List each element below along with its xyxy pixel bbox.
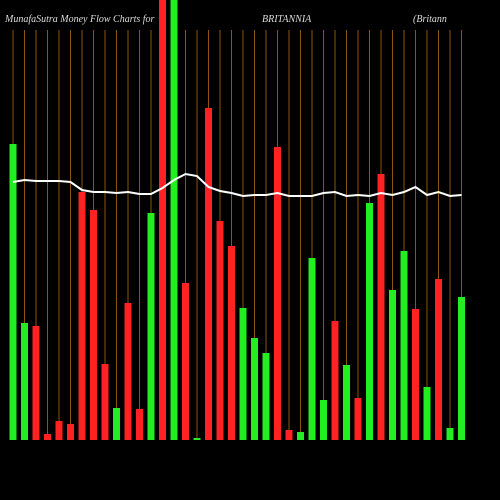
- bar: [136, 409, 143, 440]
- bar: [170, 0, 178, 440]
- bar: [124, 303, 132, 440]
- bar: [159, 0, 166, 440]
- bar: [101, 364, 109, 440]
- bar: [412, 309, 419, 440]
- bar: [9, 144, 17, 440]
- bar: [147, 213, 155, 440]
- bar: [216, 221, 224, 440]
- bar: [423, 387, 431, 440]
- chart-subtitle: BRITANNIA: [262, 14, 312, 25]
- bar: [251, 338, 258, 440]
- chart-title: MunafaSutra Money Flow Charts for: [4, 14, 155, 25]
- bar: [90, 210, 97, 440]
- bar: [377, 174, 385, 440]
- bar: [389, 290, 396, 440]
- bar: [285, 430, 293, 440]
- bar: [78, 192, 86, 440]
- bar: [458, 297, 465, 440]
- bar: [182, 283, 189, 440]
- bar: [44, 434, 51, 440]
- bar: [228, 246, 235, 440]
- bar: [331, 321, 339, 440]
- bar: [67, 424, 74, 440]
- bar: [343, 365, 350, 440]
- bar: [113, 408, 120, 440]
- bar: [297, 432, 304, 440]
- bar: [354, 398, 362, 440]
- annotation: (Britann: [413, 14, 447, 25]
- bar: [21, 323, 28, 440]
- bar: [400, 251, 408, 440]
- bar: [55, 421, 63, 440]
- bar: [193, 438, 201, 440]
- bar: [262, 353, 270, 440]
- bar: [435, 279, 442, 440]
- bar: [308, 258, 316, 440]
- bar: [205, 108, 212, 440]
- bar: [32, 326, 40, 440]
- bar: [320, 400, 327, 440]
- bar: [274, 147, 281, 440]
- bar: [366, 203, 373, 440]
- bar: [239, 308, 247, 440]
- money-flow-line: [12, 172, 462, 198]
- bar: [446, 428, 454, 440]
